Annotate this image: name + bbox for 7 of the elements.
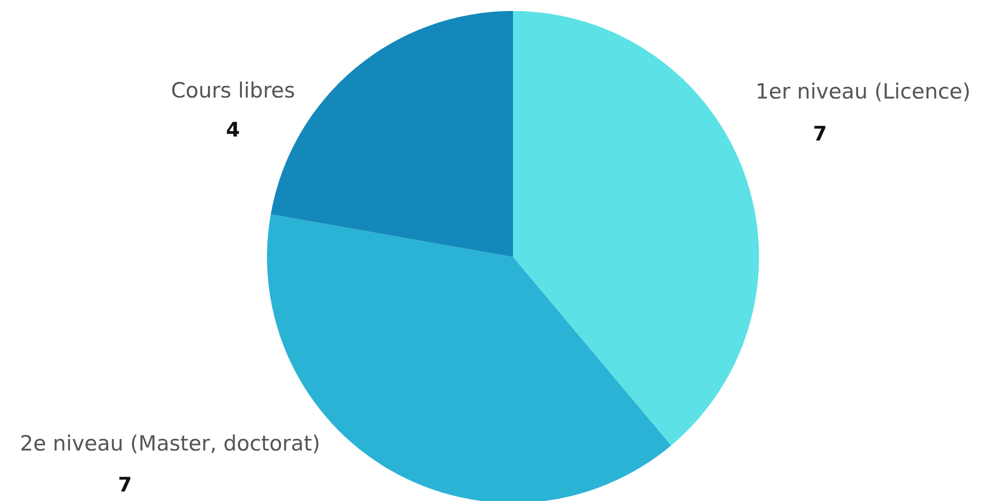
data-label: 7 (118, 472, 132, 496)
slice-label: Cours libres (170, 78, 296, 103)
slice-label: 1er niveau (Licence) (755, 80, 971, 104)
slice-label: 2e niveau (Master, doctorat) (20, 432, 320, 456)
data-label: 4 (226, 117, 240, 142)
pie-slice (513, 11, 759, 446)
data-label: 7 (813, 121, 827, 146)
